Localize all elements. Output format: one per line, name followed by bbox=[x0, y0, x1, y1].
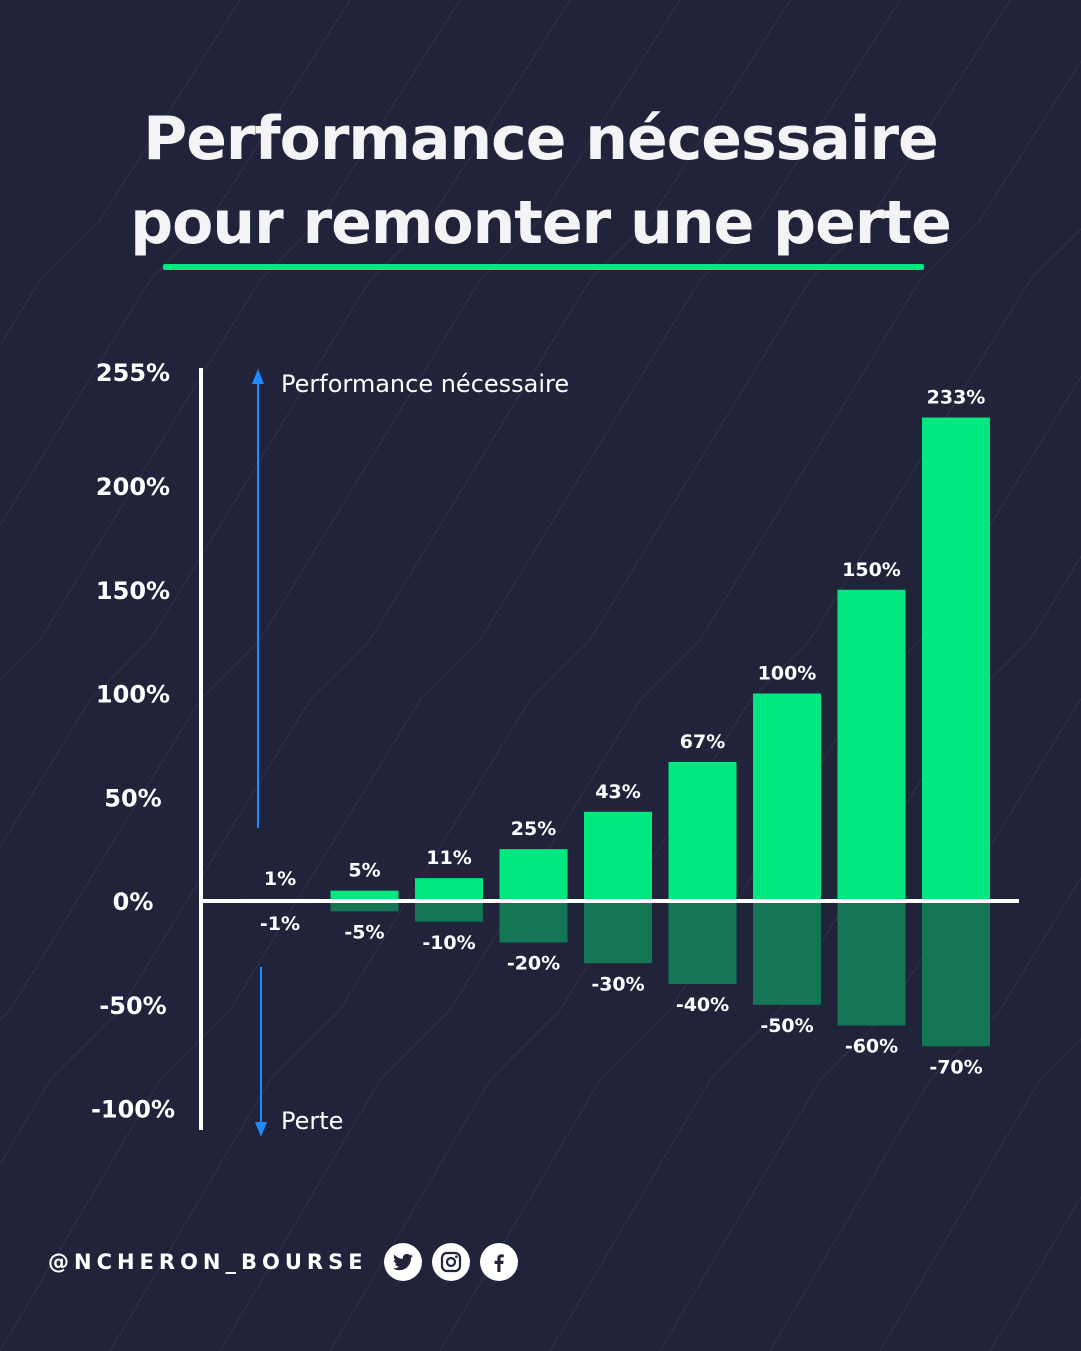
loss-bar-label: -30% bbox=[591, 973, 644, 995]
background-line bbox=[0, 0, 351, 527]
background-line bbox=[549, 555, 1081, 1351]
background-line bbox=[329, 228, 1081, 1351]
background-line bbox=[219, 60, 1081, 1351]
twitter-icon[interactable] bbox=[383, 1243, 422, 1281]
gain-bar bbox=[499, 849, 568, 901]
loss-bar bbox=[499, 901, 568, 943]
facebook-icon[interactable] bbox=[479, 1243, 518, 1281]
instagram-icon[interactable] bbox=[431, 1243, 470, 1281]
gain-bar bbox=[753, 693, 821, 901]
y-tick-label: -50% bbox=[99, 992, 166, 1020]
y-tick-label: 200% bbox=[96, 473, 170, 501]
social-handle[interactable]: @NCHERON_BOURSE bbox=[48, 1250, 368, 1274]
title-underline bbox=[163, 264, 924, 270]
annotation-perte: Perte bbox=[281, 1107, 343, 1135]
gain-bar bbox=[922, 417, 990, 901]
gain-bar-label: 1% bbox=[264, 868, 296, 890]
gain-bar-label: 67% bbox=[680, 731, 725, 753]
gain-bar bbox=[837, 589, 906, 901]
gain-bar-label: 25% bbox=[511, 818, 556, 840]
background-line bbox=[0, 0, 791, 1166]
title-line-2: pour remonter une perte bbox=[130, 188, 952, 258]
background-line bbox=[769, 876, 1081, 1351]
gain-bar-label: 43% bbox=[595, 781, 640, 803]
gain-bar bbox=[584, 811, 652, 901]
background-line bbox=[0, 0, 901, 1351]
gain-bar bbox=[668, 761, 737, 901]
loss-bar bbox=[837, 901, 906, 1026]
background-line bbox=[0, 0, 461, 681]
y-tick-label: 0% bbox=[113, 888, 154, 916]
gain-bar-label: 150% bbox=[842, 559, 901, 581]
gain-bar-label: 11% bbox=[426, 847, 471, 869]
gain-bar bbox=[415, 878, 483, 901]
loss-bar bbox=[330, 901, 399, 912]
down-arrow-head bbox=[255, 1122, 267, 1137]
loss-bar bbox=[415, 901, 483, 922]
loss-bar-label: -1% bbox=[260, 913, 300, 935]
footer: @NCHERON_BOURSE bbox=[48, 1240, 518, 1284]
gain-bar-label: 5% bbox=[348, 860, 380, 882]
annotation-performance: Performance nécessaire bbox=[281, 370, 569, 398]
loss-bar bbox=[584, 901, 652, 964]
y-tick-label: 255% bbox=[96, 359, 170, 387]
y-tick-label: 150% bbox=[96, 577, 170, 605]
gain-bar bbox=[330, 890, 399, 901]
up-arrow-head bbox=[252, 369, 264, 384]
y-tick-label: -100% bbox=[91, 1096, 175, 1124]
title-line-1: Performance nécessaire bbox=[143, 104, 938, 174]
loss-bar-label: -20% bbox=[507, 953, 560, 975]
background-line bbox=[0, 0, 681, 1021]
background-line bbox=[0, 0, 241, 347]
loss-bar-label: -70% bbox=[929, 1056, 982, 1078]
loss-bar-label: -40% bbox=[676, 994, 729, 1016]
loss-bar-label: -50% bbox=[760, 1015, 813, 1037]
background-line bbox=[659, 698, 1081, 1351]
loss-bar bbox=[668, 901, 737, 984]
background-line bbox=[109, 0, 1011, 1351]
gain-bar-label: 233% bbox=[927, 387, 986, 409]
gain-bar-label: 100% bbox=[758, 663, 817, 685]
loss-bar-label: -10% bbox=[422, 932, 475, 954]
background-line bbox=[879, 1038, 1081, 1351]
loss-bar-label: -60% bbox=[845, 1036, 898, 1058]
y-tick-label: 100% bbox=[96, 681, 170, 709]
loss-bar-label: -5% bbox=[344, 921, 384, 943]
y-tick-label: 50% bbox=[104, 784, 161, 812]
background-line bbox=[0, 0, 571, 848]
loss-bar bbox=[922, 901, 990, 1047]
loss-bar bbox=[753, 901, 821, 1005]
